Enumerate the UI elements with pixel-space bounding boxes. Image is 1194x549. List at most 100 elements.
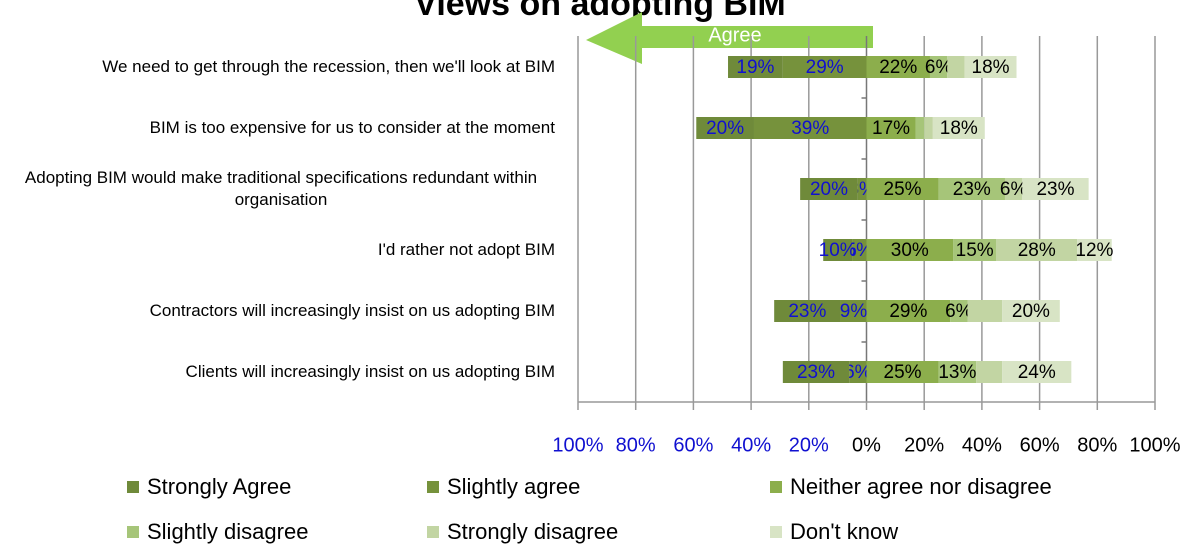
bar-segment [866, 178, 939, 200]
value-label: 10% [819, 240, 857, 261]
bar-segment [1022, 178, 1089, 200]
value-label: 23% [797, 362, 835, 383]
x-tick-label: 100% [552, 434, 603, 456]
category-label: We need to get through the recession, th… [0, 56, 555, 78]
bar-segment [929, 56, 948, 78]
value-label: 20% [810, 179, 848, 200]
value-label: 25% [884, 362, 922, 383]
x-tick-label: 40% [962, 434, 1002, 456]
value-label: 24% [1018, 362, 1056, 383]
arrow-label: Agree [708, 24, 761, 46]
bar-segment [924, 117, 933, 139]
legend-swatch [427, 481, 439, 493]
bar-segment [1004, 178, 1023, 200]
bar-segment [800, 178, 858, 200]
bar-segment [782, 361, 850, 383]
bar-segment [753, 117, 867, 139]
value-label: 23% [788, 301, 826, 322]
bar-segment [852, 239, 867, 261]
value-label: 6% [844, 362, 872, 383]
legend-swatch [427, 526, 439, 538]
value-label: 30% [891, 240, 929, 261]
category-label: I'd rather not adopt BIM [0, 239, 555, 261]
legend-swatch [127, 481, 139, 493]
bar-segment [857, 178, 867, 200]
category-label: Contractors will increasingly insist on … [0, 300, 555, 322]
value-label: 25% [884, 179, 922, 200]
category-label: Adopting BIM would make traditional spec… [0, 167, 555, 211]
legend-swatch [127, 526, 139, 538]
value-label: 6% [925, 57, 953, 78]
bar-segment [782, 56, 867, 78]
value-label: 15% [956, 240, 994, 261]
value-label: 17% [872, 118, 910, 139]
value-label: 18% [940, 118, 978, 139]
value-label: 23% [1036, 179, 1074, 200]
bar-segment [866, 300, 951, 322]
value-label: 9% [840, 301, 868, 322]
category-text: Clients will increasingly insist on us a… [185, 362, 555, 381]
legend-label: Slightly agree [447, 474, 580, 499]
bar-segment [953, 239, 997, 261]
value-label: 29% [806, 57, 844, 78]
category-label: BIM is too expensive for us to consider … [0, 117, 555, 139]
bar-segment [915, 117, 925, 139]
x-tick-label: 20% [904, 434, 944, 456]
value-label: 39% [791, 118, 829, 139]
bar-segment [696, 117, 754, 139]
bar-segment [947, 56, 965, 78]
bar-segment [849, 361, 867, 383]
category-text: I'd rather not adopt BIM [377, 240, 555, 259]
category-text: Contractors will increasingly insist on … [149, 301, 555, 320]
bar-segment [1077, 239, 1112, 261]
x-tick-label: 20% [789, 434, 829, 456]
value-label: 5% [846, 240, 874, 261]
category-text: BIM is too expensive for us to consider … [149, 118, 555, 137]
bar-segment [728, 56, 783, 78]
x-tick-label: 80% [1077, 434, 1117, 456]
x-tick-label: 0% [852, 434, 881, 456]
value-label: 29% [889, 301, 927, 322]
bar-segment [1002, 300, 1060, 322]
bar-segment [950, 300, 968, 322]
value-label: 6% [1000, 179, 1028, 200]
bar-segment [938, 178, 1005, 200]
bar-segment [866, 239, 954, 261]
bar-segment [866, 56, 930, 78]
value-label: 19% [736, 57, 774, 78]
legend-swatch [770, 526, 782, 538]
value-label: 23% [953, 179, 991, 200]
value-label: 22% [879, 57, 917, 78]
category-text: Adopting BIM would make traditional spec… [24, 168, 538, 209]
legend-label: Neither agree nor disagree [790, 474, 1052, 499]
bar-segment [866, 117, 916, 139]
value-label: 18% [972, 57, 1010, 78]
value-label: 13% [938, 362, 976, 383]
bar-segment [976, 361, 1003, 383]
bar-segment [938, 361, 977, 383]
bar-segment [996, 239, 1078, 261]
bar-segment [932, 117, 985, 139]
legend-label: Strongly Agree [147, 474, 291, 499]
bar-segment [964, 56, 1017, 78]
legend-label: Don't know [790, 519, 898, 544]
value-label: 28% [1018, 240, 1056, 261]
x-tick-label: 100% [1129, 434, 1180, 456]
x-tick-label: 60% [673, 434, 713, 456]
legend-label: Strongly disagree [447, 519, 618, 544]
value-label: 6% [945, 301, 973, 322]
value-label: 12% [1075, 240, 1113, 261]
category-text: We need to get through the recession, th… [102, 57, 555, 76]
bar-segment [967, 300, 1003, 322]
bar-segment [823, 239, 853, 261]
category-label: Clients will increasingly insist on us a… [0, 361, 555, 383]
x-tick-label: 60% [1020, 434, 1060, 456]
value-label: 20% [1012, 301, 1050, 322]
x-tick-label: 40% [731, 434, 771, 456]
chart-title: Views on adopting BIM [414, 0, 786, 23]
bar-segment [840, 300, 867, 322]
legend-swatch [770, 481, 782, 493]
agree-arrow [586, 12, 873, 64]
